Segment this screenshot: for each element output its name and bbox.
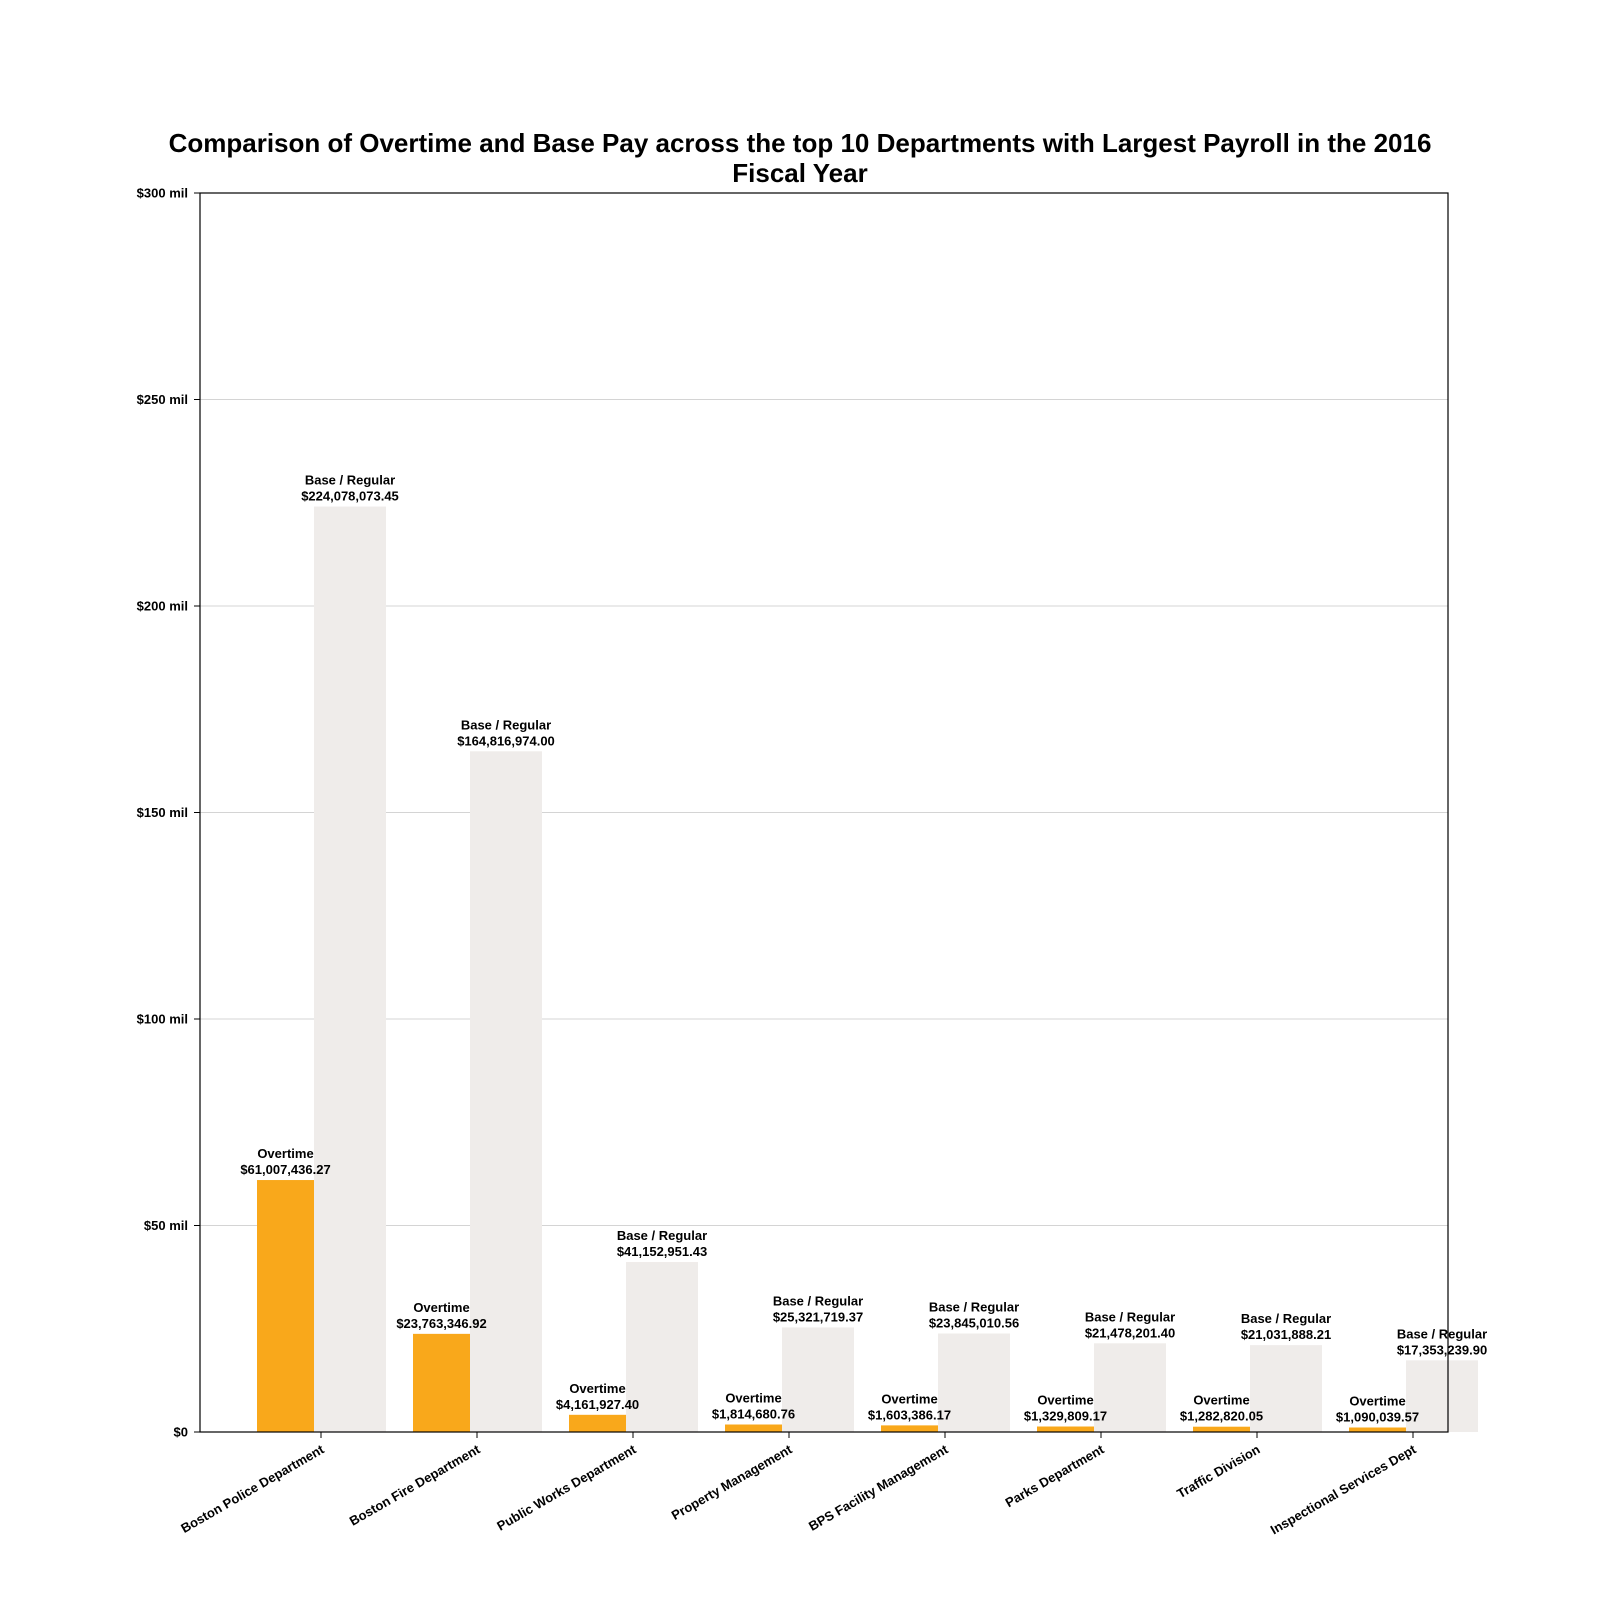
- x-tick-label: BPS Facility Management: [806, 1441, 951, 1533]
- overtime-series-label: Overtime: [1037, 1393, 1093, 1408]
- overtime-value-label: $1,814,680.76: [712, 1407, 795, 1422]
- base-regular-value-label: $25,321,719.37: [773, 1309, 863, 1324]
- base-regular-value-label: $164,816,974.00: [457, 733, 555, 748]
- overtime-bar: [725, 1424, 782, 1432]
- overtime-bar: [413, 1333, 470, 1432]
- chart-title: Comparison of Overtime and Base Pay acro…: [168, 128, 1432, 188]
- base-regular-series-label: Base / Regular: [1397, 1326, 1487, 1341]
- base-regular-series-label: Base / Regular: [305, 473, 395, 488]
- overtime-value-label: $1,329,809.17: [1024, 1409, 1107, 1424]
- base-regular-bar: [314, 506, 386, 1432]
- overtime-value-label: $4,161,927.40: [556, 1397, 639, 1412]
- base-regular-value-label: $21,478,201.40: [1085, 1325, 1175, 1340]
- overtime-bar: [569, 1414, 626, 1432]
- x-tick-label: Property Management: [669, 1441, 795, 1523]
- base-regular-bar: [1250, 1345, 1322, 1432]
- y-tick-label: $50 mil: [144, 1218, 188, 1233]
- base-regular-value-label: $23,845,010.56: [929, 1316, 1019, 1331]
- base-regular-series-label: Base / Regular: [1085, 1309, 1175, 1324]
- base-regular-series-label: Base / Regular: [461, 717, 551, 732]
- base-regular-value-label: $224,078,073.45: [301, 489, 399, 504]
- overtime-series-label: Overtime: [1349, 1393, 1405, 1408]
- base-regular-value-label: $41,152,951.43: [617, 1244, 707, 1259]
- overtime-series-label: Overtime: [413, 1300, 469, 1315]
- overtime-series-label: Overtime: [569, 1381, 625, 1396]
- overtime-value-label: $23,763,346.92: [396, 1316, 486, 1331]
- base-regular-bar: [1406, 1360, 1478, 1432]
- base-regular-bar: [470, 751, 542, 1432]
- base-regular-series-label: Base / Regular: [617, 1228, 707, 1243]
- base-regular-series-label: Base / Regular: [1241, 1311, 1331, 1326]
- grid-lines: [200, 399, 1448, 1226]
- overtime-bar: [257, 1180, 314, 1432]
- overtime-bar: [1037, 1426, 1094, 1432]
- base-regular-bar: [626, 1262, 698, 1432]
- base-regular-value-label: $21,031,888.21: [1241, 1327, 1331, 1342]
- overtime-value-label: $1,090,039.57: [1336, 1409, 1419, 1424]
- x-tick-label: Traffic Division: [1174, 1442, 1262, 1502]
- base-regular-series-label: Base / Regular: [773, 1293, 863, 1308]
- x-tick-label: Public Works Department: [494, 1441, 639, 1533]
- overtime-value-label: $61,007,436.27: [240, 1162, 330, 1177]
- overtime-series-label: Overtime: [881, 1391, 937, 1406]
- base-regular-bar: [1094, 1343, 1166, 1432]
- overtime-series-label: Overtime: [725, 1391, 781, 1406]
- x-tick-label: Inspectional Services Dept: [1268, 1441, 1419, 1537]
- x-tick-label: Parks Department: [1003, 1441, 1107, 1510]
- overtime-bar: [881, 1425, 938, 1432]
- y-axis-ticks: $0 $50 mil $100 mil $150 mil $200 mil $250 mi…: [137, 186, 200, 1440]
- base-regular-bar: [938, 1333, 1010, 1432]
- base-regular-value-label: $17,353,239.90: [1397, 1342, 1487, 1357]
- y-tick-label: $200 mil: [137, 599, 188, 614]
- bars: [257, 506, 1478, 1432]
- overtime-series-label: Overtime: [257, 1146, 313, 1161]
- x-tick-label: Boston Fire Department: [347, 1441, 483, 1528]
- y-tick-label: $0: [174, 1425, 188, 1440]
- y-tick-label: $150 mil: [137, 805, 188, 820]
- x-axis-ticks: Boston Police Department Boston Fire Depa…: [178, 1432, 1419, 1537]
- y-tick-label: $250 mil: [137, 392, 188, 407]
- x-tick-label: Boston Police Department: [178, 1441, 327, 1536]
- overtime-value-label: $1,282,820.05: [1180, 1409, 1263, 1424]
- base-regular-series-label: Base / Regular: [929, 1300, 1019, 1315]
- y-tick-label: $300 mil: [137, 186, 188, 201]
- overtime-series-label: Overtime: [1193, 1393, 1249, 1408]
- y-tick-label: $100 mil: [137, 1012, 188, 1027]
- overtime-value-label: $1,603,386.17: [868, 1407, 951, 1422]
- base-regular-bar: [782, 1327, 854, 1432]
- overtime-bar: [1193, 1426, 1250, 1432]
- overtime-bar: [1349, 1427, 1406, 1432]
